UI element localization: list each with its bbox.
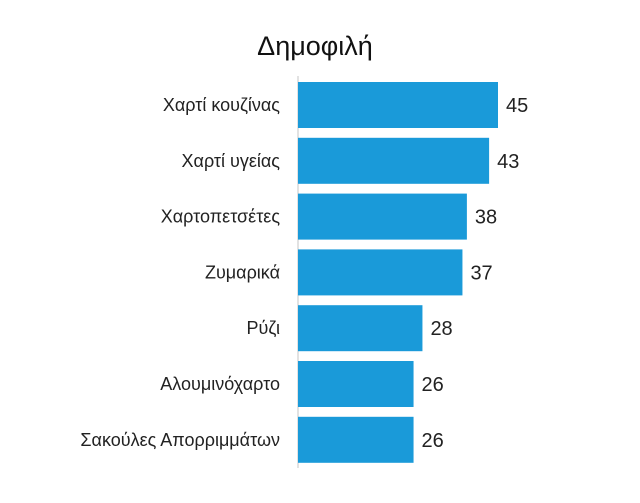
bar-1 <box>298 82 498 128</box>
chart-title: Δημοφιλή <box>257 31 373 61</box>
category-label-7: Σακούλες Απορριμμάτων <box>80 430 280 450</box>
category-label-3: Χαρτοπετσέτες <box>161 207 281 227</box>
bar-5 <box>298 305 423 352</box>
bar-7 <box>298 416 414 463</box>
bar-6 <box>298 361 414 407</box>
bar-3 <box>298 193 467 240</box>
value-label-7: 26 <box>422 430 444 452</box>
category-label-2: Χαρτί υγείας <box>182 151 281 171</box>
category-label-5: Ρύζι <box>247 318 280 338</box>
value-label-3: 38 <box>475 207 497 229</box>
value-label-1: 45 <box>506 95 528 117</box>
bar-4 <box>298 249 463 296</box>
value-label-6: 26 <box>422 374 444 396</box>
category-label-4: Ζυμαρικά <box>205 262 280 282</box>
category-label-6: Αλουμινόχαρτο <box>160 374 280 394</box>
category-label-1: Χαρτί κουζίνας <box>163 95 280 115</box>
value-label-5: 28 <box>430 318 452 340</box>
bars-group: Χαρτί κουζίνας 45 Χαρτί υγείας 43 Χαρτοπετσέ… <box>80 82 528 463</box>
value-label-4: 37 <box>470 262 492 284</box>
value-label-2: 43 <box>497 151 519 173</box>
bar-2 <box>298 137 490 184</box>
